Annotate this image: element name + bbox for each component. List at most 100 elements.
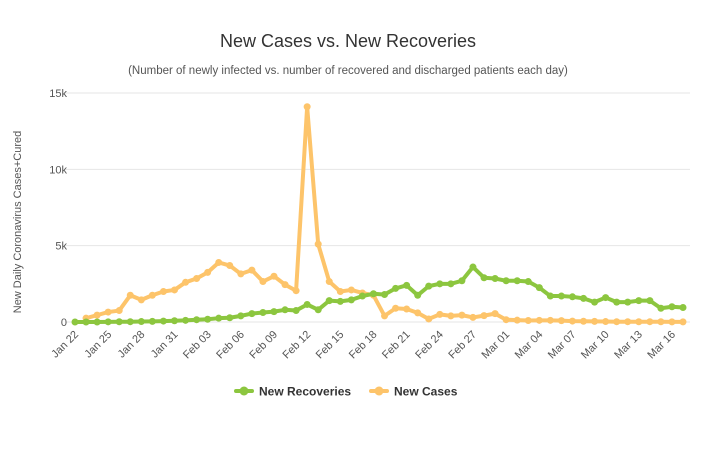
data-point[interactable] bbox=[668, 303, 676, 311]
data-point[interactable] bbox=[82, 318, 90, 326]
data-point[interactable] bbox=[535, 284, 543, 292]
data-point[interactable] bbox=[513, 316, 521, 324]
data-point[interactable] bbox=[535, 316, 543, 324]
data-point[interactable] bbox=[447, 312, 455, 320]
data-point[interactable] bbox=[480, 312, 488, 320]
data-point[interactable] bbox=[414, 291, 422, 299]
data-point[interactable] bbox=[403, 281, 411, 289]
data-point[interactable] bbox=[137, 318, 145, 326]
data-point[interactable] bbox=[381, 291, 389, 299]
data-point[interactable] bbox=[104, 308, 112, 316]
data-point[interactable] bbox=[480, 274, 488, 282]
data-point[interactable] bbox=[381, 312, 389, 320]
data-point[interactable] bbox=[524, 278, 532, 286]
data-point[interactable] bbox=[568, 293, 576, 301]
data-point[interactable] bbox=[126, 291, 134, 299]
data-point[interactable] bbox=[524, 316, 532, 324]
data-point[interactable] bbox=[458, 277, 466, 285]
data-point[interactable] bbox=[193, 316, 201, 324]
data-point[interactable] bbox=[170, 286, 178, 294]
data-point[interactable] bbox=[148, 291, 156, 299]
data-point[interactable] bbox=[613, 298, 621, 306]
data-point[interactable] bbox=[314, 306, 322, 314]
data-point[interactable] bbox=[513, 277, 521, 285]
data-point[interactable] bbox=[126, 318, 134, 326]
data-point[interactable] bbox=[502, 316, 510, 324]
data-point[interactable] bbox=[71, 318, 79, 326]
data-point[interactable] bbox=[491, 274, 499, 282]
data-point[interactable] bbox=[392, 284, 400, 292]
data-point[interactable] bbox=[602, 294, 610, 302]
data-point[interactable] bbox=[292, 287, 300, 295]
data-point[interactable] bbox=[568, 317, 576, 325]
data-point[interactable] bbox=[447, 280, 455, 288]
data-point[interactable] bbox=[237, 270, 245, 278]
data-point[interactable] bbox=[414, 309, 422, 317]
data-point[interactable] bbox=[281, 306, 289, 314]
data-point[interactable] bbox=[347, 296, 355, 304]
data-point[interactable] bbox=[369, 290, 377, 298]
data-point[interactable] bbox=[204, 268, 212, 276]
data-point[interactable] bbox=[104, 318, 112, 326]
data-point[interactable] bbox=[248, 266, 256, 274]
data-point[interactable] bbox=[215, 314, 223, 322]
data-point[interactable] bbox=[170, 317, 178, 325]
data-point[interactable] bbox=[458, 311, 466, 319]
data-point[interactable] bbox=[182, 316, 190, 324]
data-point[interactable] bbox=[115, 318, 123, 326]
data-point[interactable] bbox=[436, 280, 444, 288]
data-point[interactable] bbox=[657, 318, 665, 326]
data-point[interactable] bbox=[624, 298, 632, 306]
data-point[interactable] bbox=[193, 274, 201, 282]
data-point[interactable] bbox=[137, 296, 145, 304]
data-point[interactable] bbox=[635, 297, 643, 305]
data-point[interactable] bbox=[215, 258, 223, 266]
data-point[interactable] bbox=[358, 292, 366, 300]
data-point[interactable] bbox=[557, 317, 565, 325]
data-point[interactable] bbox=[469, 263, 477, 271]
data-point[interactable] bbox=[148, 317, 156, 325]
data-point[interactable] bbox=[226, 314, 234, 322]
data-point[interactable] bbox=[259, 278, 267, 286]
data-point[interactable] bbox=[602, 318, 610, 326]
data-point[interactable] bbox=[613, 318, 621, 326]
data-point[interactable] bbox=[259, 309, 267, 317]
data-point[interactable] bbox=[237, 312, 245, 320]
data-point[interactable] bbox=[679, 304, 687, 311]
legend[interactable]: New Recoveries New Cases bbox=[234, 385, 458, 399]
data-point[interactable] bbox=[403, 305, 411, 313]
data-point[interactable] bbox=[115, 307, 123, 315]
data-point[interactable] bbox=[336, 287, 344, 295]
data-point[interactable] bbox=[557, 292, 565, 300]
data-point[interactable] bbox=[502, 277, 510, 285]
data-point[interactable] bbox=[425, 315, 433, 323]
data-point[interactable] bbox=[580, 294, 588, 302]
data-point[interactable] bbox=[226, 262, 234, 270]
data-point[interactable] bbox=[668, 318, 676, 326]
data-point[interactable] bbox=[325, 278, 333, 286]
data-point[interactable] bbox=[314, 240, 322, 248]
data-point[interactable] bbox=[646, 297, 654, 305]
data-point[interactable] bbox=[93, 318, 101, 326]
data-point[interactable] bbox=[204, 315, 212, 323]
data-point[interactable] bbox=[546, 316, 554, 324]
data-point[interactable] bbox=[392, 304, 400, 312]
data-point[interactable] bbox=[546, 292, 554, 300]
data-point[interactable] bbox=[248, 310, 256, 318]
data-point[interactable] bbox=[591, 298, 599, 306]
data-point[interactable] bbox=[303, 300, 311, 308]
data-point[interactable] bbox=[303, 103, 311, 111]
data-point[interactable] bbox=[679, 318, 687, 326]
legend-item-new-cases[interactable]: New Cases bbox=[369, 385, 458, 399]
data-point[interactable] bbox=[93, 311, 101, 319]
data-point[interactable] bbox=[491, 310, 499, 318]
data-point[interactable] bbox=[635, 318, 643, 326]
data-point[interactable] bbox=[469, 313, 477, 321]
data-point[interactable] bbox=[591, 317, 599, 325]
data-point[interactable] bbox=[624, 318, 632, 326]
data-point[interactable] bbox=[336, 297, 344, 305]
data-point[interactable] bbox=[281, 281, 289, 289]
data-point[interactable] bbox=[347, 286, 355, 294]
data-point[interactable] bbox=[436, 310, 444, 318]
data-point[interactable] bbox=[425, 282, 433, 290]
